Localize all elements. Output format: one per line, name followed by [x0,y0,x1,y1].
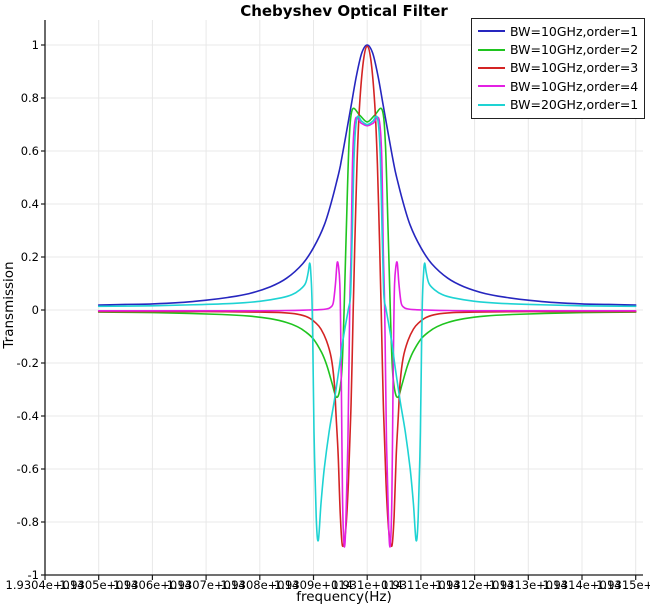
legend-label: BW=10GHz,order=1 [510,23,639,39]
legend-label: BW=10GHz,order=3 [510,60,639,76]
x-tick-label: 1.9315e+014 [596,578,650,592]
legend-item-1: BW=10GHz,order=1 [478,22,640,40]
series-line-2 [97,107,637,399]
x-tick-label: 1.9306e+014 [113,578,192,592]
y-tick-label: -0.6 [17,462,39,476]
series-line-4 [97,116,637,548]
y-tick-label: 0.8 [21,91,39,105]
chart-title: Chebyshev Optical Filter [240,2,448,20]
series-line-1 [97,44,637,306]
series-curves [97,44,637,548]
legend-swatch [478,66,505,69]
x-tick-label: 1.9312e+014 [435,578,514,592]
legend-label: BW=20GHz,order=1 [510,97,639,113]
legend-label: BW=10GHz,order=4 [510,78,639,94]
y-tick-label: -0.8 [17,515,39,529]
tick-marks: 1.9304e+0141.9305e+0141.9306e+0141.9307e… [6,38,650,592]
y-tick-label: 0.6 [21,144,39,158]
y-tick-label: -1 [28,568,39,582]
y-tick-label: 0 [32,303,39,317]
x-tick-label: 1.9309e+014 [274,578,353,592]
x-tick-label: 1.9313e+014 [489,578,568,592]
legend: BW=10GHz,order=1 BW=10GHz,order=2 BW=10GHz… [471,18,645,119]
x-axis-label: frequency(Hz) [296,589,392,605]
axes [44,20,643,576]
series-line-5 [97,115,637,542]
legend-swatch [478,48,505,51]
legend-item-2: BW=10GHz,order=2 [478,40,640,58]
x-tick-label: 1.9304e+014 [6,578,85,592]
y-tick-label: -0.4 [17,409,39,423]
x-tick-label: 1.9311e+014 [381,578,460,592]
y-tick-label: 1 [32,38,39,52]
legend-swatch [478,103,505,106]
legend-swatch [478,85,505,88]
x-tick-label: 1.9305e+014 [59,578,138,592]
legend-item-4: BW=10GHz,order=4 [478,77,640,95]
x-tick-label: 1.9307e+014 [167,578,246,592]
y-tick-label: 0.4 [21,197,39,211]
legend-item-5: BW=20GHz,order=1 [478,96,640,114]
y-tick-label: -0.2 [17,356,39,370]
x-tick-label: 1.9314e+014 [543,578,622,592]
series-line-3 [97,45,637,548]
x-tick-label: 1.9308e+014 [220,578,299,592]
y-tick-label: 0.2 [21,250,39,264]
legend-item-3: BW=10GHz,order=3 [478,59,640,77]
legend-label: BW=10GHz,order=2 [510,42,639,58]
y-axis-label: Transmission [1,261,17,349]
x-tick-label: 1.931e+014 [331,578,403,592]
legend-swatch [478,30,505,33]
